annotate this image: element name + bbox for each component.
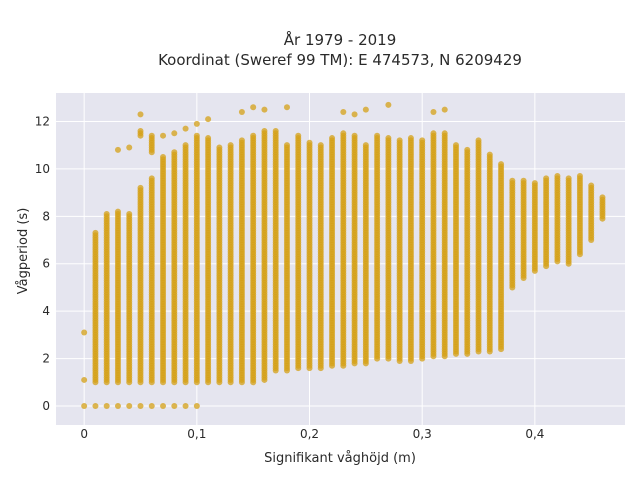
x-axis-ticks: 0 0,1 0,2 0,3 0,4	[80, 427, 544, 441]
data-point	[351, 111, 358, 118]
data-point	[92, 403, 99, 410]
data-point	[114, 208, 121, 215]
data-point	[171, 403, 178, 410]
data-point	[148, 132, 155, 139]
data-point	[250, 132, 257, 139]
data-point	[137, 403, 144, 410]
data-point	[385, 135, 392, 142]
data-point	[261, 106, 268, 113]
data-point	[486, 151, 493, 158]
y-axis-title: Vågperiod (s)	[16, 208, 31, 295]
data-point	[171, 149, 178, 156]
data-point	[227, 142, 234, 149]
data-point	[137, 111, 144, 118]
data-point	[205, 116, 212, 123]
data-point	[148, 175, 155, 182]
data-point	[193, 132, 200, 139]
x-tick-label: 0,2	[300, 427, 319, 441]
data-point	[126, 210, 133, 217]
data-point	[385, 101, 392, 108]
data-point	[554, 173, 561, 179]
data-point	[351, 132, 358, 139]
data-point	[114, 146, 121, 153]
x-tick-label: 0,3	[413, 427, 432, 441]
data-point	[137, 127, 144, 134]
y-tick-label: 12	[35, 114, 50, 128]
data-point	[419, 137, 426, 144]
data-point	[182, 125, 189, 132]
data-point	[81, 403, 88, 410]
data-point	[317, 142, 324, 149]
data-point	[475, 137, 482, 144]
data-point	[430, 108, 437, 115]
data-point	[160, 154, 167, 161]
data-point	[160, 132, 167, 139]
y-tick-label: 4	[42, 304, 50, 318]
data-point	[396, 137, 403, 144]
data-point	[182, 403, 189, 410]
y-axis-ticks: 0 2 4 6 8 10 12	[35, 114, 50, 413]
data-point	[238, 108, 245, 115]
data-point	[283, 104, 290, 111]
x-tick-label: 0	[80, 427, 88, 441]
data-point	[340, 108, 347, 115]
data-point	[171, 130, 178, 137]
data-point	[306, 139, 313, 146]
data-point	[430, 130, 437, 137]
data-point	[588, 182, 595, 189]
data-point	[283, 142, 290, 149]
data-point	[362, 106, 369, 113]
data-point	[464, 146, 471, 153]
data-point	[543, 175, 550, 182]
data-point	[441, 106, 448, 113]
data-point	[498, 161, 505, 168]
data-point	[193, 403, 200, 410]
y-tick-label: 2	[42, 352, 50, 366]
data-point	[103, 210, 110, 217]
data-point	[329, 135, 336, 142]
x-tick-label: 0,4	[525, 427, 544, 441]
data-point	[509, 177, 516, 184]
data-point	[295, 132, 302, 139]
data-point	[576, 173, 583, 179]
data-point	[126, 144, 133, 151]
data-point	[272, 127, 279, 134]
data-point	[441, 130, 448, 137]
data-point	[182, 142, 189, 149]
y-tick-label: 10	[35, 162, 50, 176]
data-point	[520, 177, 527, 184]
data-point	[599, 194, 606, 201]
data-point	[407, 135, 414, 142]
data-point	[216, 144, 223, 151]
data-point	[114, 403, 121, 410]
data-point	[362, 142, 369, 149]
data-point	[193, 120, 200, 127]
data-point	[261, 127, 268, 134]
data-point	[340, 130, 347, 137]
data-point	[148, 403, 155, 410]
data-point	[452, 142, 459, 149]
data-points	[81, 101, 606, 410]
data-point	[126, 403, 133, 410]
data-point	[531, 180, 538, 187]
data-point	[103, 403, 110, 410]
y-tick-label: 8	[42, 209, 50, 223]
x-tick-label: 0,1	[187, 427, 206, 441]
data-point	[250, 104, 257, 111]
y-tick-label: 0	[42, 399, 50, 413]
chart-title-line1: År 1979 - 2019	[284, 30, 397, 49]
data-point	[92, 229, 99, 236]
data-point	[81, 329, 88, 336]
data-point	[81, 376, 88, 383]
data-point	[137, 184, 144, 191]
data-point	[160, 403, 167, 410]
data-point	[205, 135, 212, 142]
data-point	[238, 137, 245, 144]
chart-title-line2: Koordinat (Sweref 99 TM): E 474573, N 62…	[158, 51, 522, 69]
data-point	[374, 132, 381, 139]
data-point	[565, 175, 572, 182]
x-axis-title: Signifikant våghöjd (m)	[264, 451, 416, 466]
y-tick-label: 6	[42, 257, 50, 271]
